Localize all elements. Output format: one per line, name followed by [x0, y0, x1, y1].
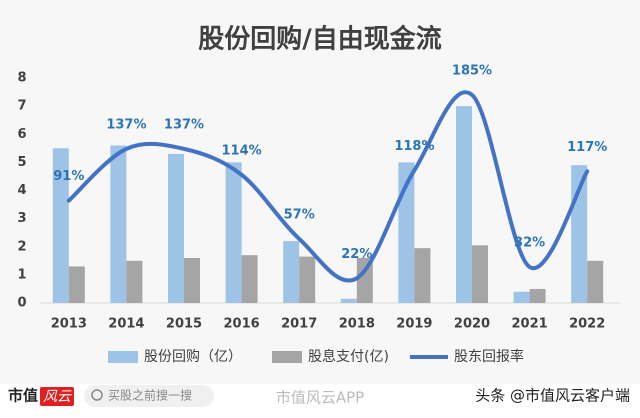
legend-swatch	[272, 351, 302, 363]
data-label: 114%	[222, 143, 262, 158]
bar	[168, 153, 184, 303]
x-tick-label: 2019	[396, 317, 432, 332]
legend-label: 股东回报率	[454, 348, 524, 365]
y-tick-label: 4	[17, 183, 26, 198]
bar	[299, 256, 316, 303]
source: 头条 @市值风云客户端	[475, 387, 630, 405]
y-tick-label: 1	[17, 267, 26, 282]
y-tick-label: 7	[17, 99, 26, 114]
data-label: 57%	[284, 207, 315, 222]
search-icon	[91, 389, 103, 401]
bar	[110, 145, 127, 303]
y-tick-label: 6	[17, 127, 26, 142]
bar	[472, 245, 488, 303]
x-tick-label: 2013	[51, 317, 87, 332]
search-placeholder: 买股之前搜一搜	[108, 388, 192, 403]
footer-logo: 风云	[43, 389, 72, 405]
y-tick-label: 5	[17, 155, 26, 170]
bar	[356, 258, 373, 303]
bar	[126, 260, 143, 303]
x-tick-label: 2017	[281, 317, 317, 332]
bar	[456, 106, 472, 303]
search-box[interactable]	[84, 385, 214, 407]
data-label: 117%	[567, 140, 607, 155]
x-tick-label: 2015	[166, 317, 202, 332]
x-tick-label: 2020	[454, 317, 490, 332]
chart-background	[0, 0, 640, 384]
data-label: 185%	[452, 63, 492, 78]
x-tick-label: 2022	[569, 317, 605, 332]
data-label: 32%	[514, 236, 545, 251]
bar	[513, 291, 530, 303]
data-label: 137%	[106, 117, 146, 132]
x-tick-label: 2016	[224, 317, 260, 332]
data-label: 118%	[394, 139, 434, 154]
bar	[225, 162, 242, 303]
bar	[52, 148, 69, 303]
bar	[587, 260, 604, 303]
bar	[241, 255, 258, 303]
legend-label: 股份回购（亿）	[144, 349, 242, 365]
bar	[184, 258, 200, 303]
line	[66, 90, 590, 283]
x-tick-label: 2014	[108, 317, 144, 332]
data-label: 137%	[164, 117, 204, 132]
data-label: 22%	[341, 247, 372, 262]
y-tick-label: 0	[17, 296, 26, 311]
bar	[68, 266, 85, 303]
legend-label: 股息支付(亿)	[308, 348, 389, 365]
bar	[340, 298, 357, 303]
data-label: 91%	[53, 169, 84, 184]
bar	[529, 288, 546, 303]
x-tick-label: 2021	[512, 317, 548, 332]
footer-logo: 市值	[8, 387, 38, 405]
footer-logo-box	[40, 387, 74, 406]
x-tick-label: 2018	[339, 317, 375, 332]
chart-title: 股份回购/自由现金流	[198, 24, 442, 55]
y-tick-label: 2	[17, 239, 26, 254]
bar	[283, 241, 300, 303]
watermark: 市值风云APP	[276, 389, 364, 407]
y-tick-label: 8	[17, 71, 26, 86]
bar	[414, 248, 431, 303]
legend-swatch	[108, 351, 138, 363]
y-tick-label: 3	[17, 211, 26, 226]
